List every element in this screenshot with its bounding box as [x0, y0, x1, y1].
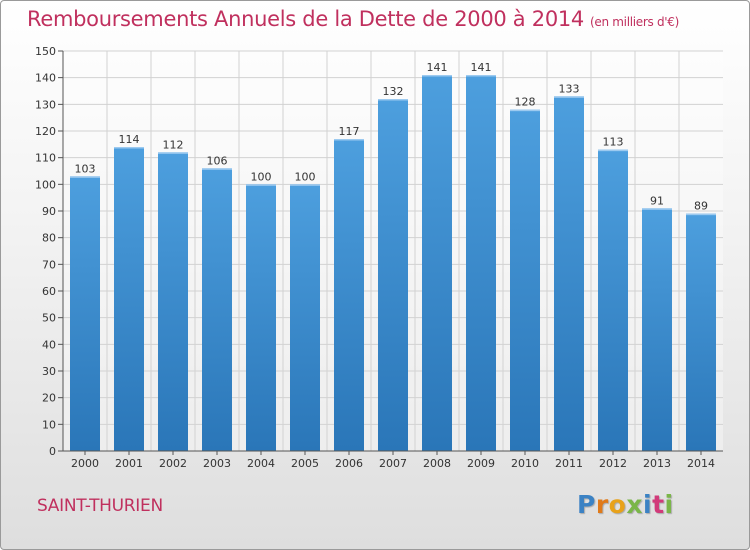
x-tick-label: 2000 — [71, 457, 99, 470]
logo-letter: o — [608, 490, 627, 519]
data-label: 112 — [163, 138, 184, 151]
x-tick-label: 2001 — [115, 457, 143, 470]
y-tick-label: 20 — [42, 392, 56, 405]
chart-title: Remboursements Annuels de la Dette de 20… — [27, 7, 679, 31]
bar — [290, 184, 320, 452]
bar-highlight — [642, 208, 672, 210]
bar-highlight — [290, 184, 320, 186]
data-label: 103 — [75, 162, 96, 175]
x-tick-label: 2011 — [555, 457, 583, 470]
x-tick-label: 2010 — [511, 457, 539, 470]
bar-highlight — [422, 75, 452, 77]
y-tick-label: 130 — [35, 98, 56, 111]
bar-highlight — [202, 168, 232, 170]
bar — [466, 75, 496, 451]
bar — [598, 149, 628, 451]
x-tick-label: 2013 — [643, 457, 671, 470]
axes — [58, 50, 723, 455]
data-label: 128 — [515, 96, 536, 109]
data-label: 141 — [471, 61, 492, 74]
data-label: 100 — [251, 170, 272, 183]
x-tick-label: 2009 — [467, 457, 495, 470]
y-tick-label: 140 — [35, 72, 56, 85]
y-tick-label: 120 — [35, 125, 56, 138]
proxiti-logo[interactable]: Proxiti — [577, 490, 674, 519]
bar — [334, 139, 364, 451]
logo-letter: i — [643, 490, 653, 519]
bar-highlight — [334, 139, 364, 141]
bar-highlight — [510, 109, 540, 112]
data-label: 106 — [207, 154, 228, 167]
x-tick-label: 2006 — [335, 457, 363, 470]
bars — [70, 75, 716, 452]
y-tick-label: 0 — [49, 445, 56, 458]
data-label: 113 — [603, 136, 624, 149]
commune-name: SAINT-THURIEN — [37, 496, 163, 516]
labels: 0 10 20 30 40 50 60 70 80 90 100 110 120 130 140 150 103… — [35, 45, 715, 470]
data-label: 100 — [295, 170, 316, 183]
data-label: 114 — [119, 133, 140, 146]
data-label: 132 — [383, 85, 404, 98]
logo-letter: x — [626, 490, 643, 519]
x-tick-label: 2008 — [423, 457, 451, 470]
y-tick-label: 50 — [42, 312, 56, 325]
y-tick-label: 90 — [42, 205, 56, 218]
y-tick-label: 100 — [35, 178, 56, 191]
bar — [642, 208, 672, 451]
bar-highlight — [114, 147, 144, 149]
y-tick-label: 10 — [42, 418, 56, 431]
data-label: 133 — [559, 82, 580, 95]
bar — [202, 168, 232, 452]
data-label: 91 — [650, 194, 664, 207]
bar-highlight — [246, 184, 276, 186]
x-tick-label: 2003 — [203, 457, 231, 470]
x-tick-label: 2002 — [159, 457, 187, 470]
bar-highlight — [378, 99, 408, 101]
x-tick-label: 2005 — [291, 457, 319, 470]
x-tick-label: 2012 — [599, 457, 627, 470]
bar — [554, 96, 584, 451]
bar-highlight — [554, 96, 584, 98]
data-label: 141 — [427, 61, 448, 74]
y-tick-label: 40 — [42, 338, 56, 351]
logo-letter: t — [652, 490, 665, 519]
bar-highlight — [598, 149, 628, 152]
y-tick-label: 70 — [42, 258, 56, 271]
y-tick-label: 80 — [42, 232, 56, 245]
x-tick-label: 2004 — [247, 457, 275, 470]
y-tick-label: 60 — [42, 285, 56, 298]
bar — [246, 184, 276, 452]
bar — [70, 176, 100, 452]
y-tick-label: 110 — [35, 152, 56, 165]
bar — [510, 109, 540, 452]
x-tick-label: 2014 — [687, 457, 715, 470]
x-tick-label: 2007 — [379, 457, 407, 470]
data-label: 117 — [339, 125, 360, 138]
bar — [158, 152, 188, 452]
chart-subtitle: (en milliers d'€) — [590, 15, 680, 29]
bar-highlight — [158, 152, 188, 154]
logo-letter: i — [664, 490, 674, 519]
bar-highlight — [466, 75, 496, 77]
bar — [378, 99, 408, 451]
data-label: 89 — [694, 200, 708, 213]
y-tick-label: 30 — [42, 365, 56, 378]
bar — [686, 213, 716, 451]
bar — [422, 75, 452, 451]
bar-highlight — [70, 176, 100, 178]
chart-title-text: Remboursements Annuels de la Dette de 20… — [27, 7, 584, 31]
logo-letter: r — [595, 490, 609, 519]
bar — [114, 147, 144, 451]
logo-letter: P — [577, 490, 596, 519]
y-tick-label: 150 — [35, 45, 56, 58]
bar-highlight — [686, 213, 716, 216]
